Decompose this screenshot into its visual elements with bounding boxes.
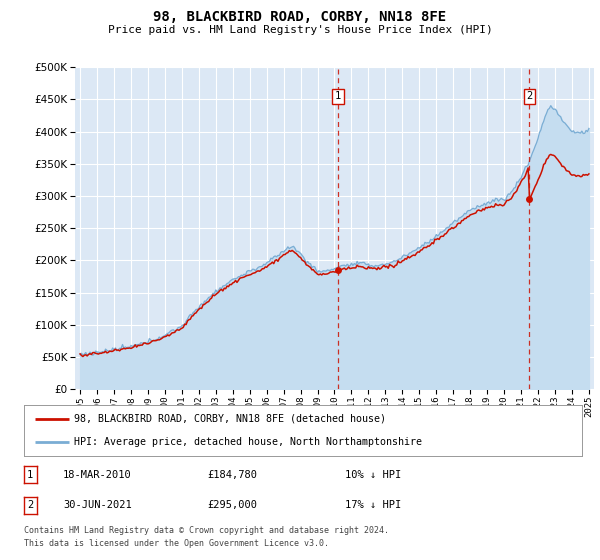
Text: 2: 2: [27, 500, 34, 510]
Text: 10% ↓ HPI: 10% ↓ HPI: [345, 470, 401, 480]
Text: 1: 1: [27, 470, 34, 480]
Text: Price paid vs. HM Land Registry's House Price Index (HPI): Price paid vs. HM Land Registry's House …: [107, 25, 493, 35]
Text: Contains HM Land Registry data © Crown copyright and database right 2024.: Contains HM Land Registry data © Crown c…: [24, 526, 389, 535]
Text: 98, BLACKBIRD ROAD, CORBY, NN18 8FE: 98, BLACKBIRD ROAD, CORBY, NN18 8FE: [154, 10, 446, 24]
Text: 1: 1: [335, 91, 341, 101]
Text: £184,780: £184,780: [207, 470, 257, 480]
Text: HPI: Average price, detached house, North Northamptonshire: HPI: Average price, detached house, Nort…: [74, 437, 422, 447]
Text: 98, BLACKBIRD ROAD, CORBY, NN18 8FE (detached house): 98, BLACKBIRD ROAD, CORBY, NN18 8FE (det…: [74, 414, 386, 424]
Text: 2: 2: [526, 91, 533, 101]
Text: 30-JUN-2021: 30-JUN-2021: [63, 500, 132, 510]
Text: This data is licensed under the Open Government Licence v3.0.: This data is licensed under the Open Gov…: [24, 539, 329, 548]
Text: £295,000: £295,000: [207, 500, 257, 510]
Text: 18-MAR-2010: 18-MAR-2010: [63, 470, 132, 480]
Text: 17% ↓ HPI: 17% ↓ HPI: [345, 500, 401, 510]
